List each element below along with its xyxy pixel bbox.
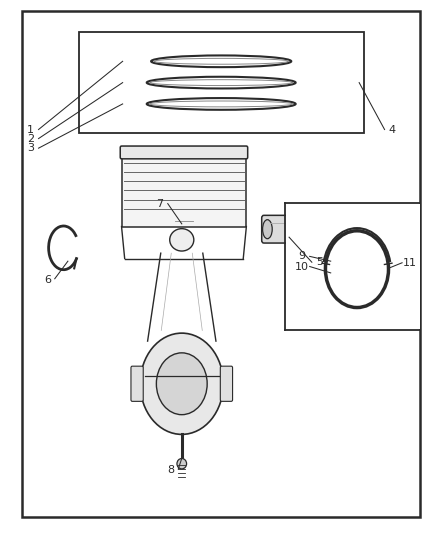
Text: 2: 2 — [27, 134, 34, 143]
FancyBboxPatch shape — [131, 366, 143, 401]
Bar — [79, 32, 364, 133]
Text: 5: 5 — [316, 257, 323, 267]
Ellipse shape — [170, 229, 194, 251]
Text: 7: 7 — [156, 199, 163, 208]
Ellipse shape — [177, 458, 187, 469]
FancyBboxPatch shape — [262, 215, 312, 243]
Text: 9: 9 — [299, 252, 306, 261]
Text: 10: 10 — [295, 262, 309, 271]
Text: 11: 11 — [403, 258, 417, 268]
Text: 8: 8 — [167, 465, 174, 475]
Text: 4: 4 — [389, 125, 396, 134]
Text: 1: 1 — [27, 125, 34, 134]
Ellipse shape — [263, 220, 272, 239]
Text: 3: 3 — [27, 143, 34, 153]
Circle shape — [140, 333, 223, 434]
Bar — [286, 204, 420, 329]
Text: 6: 6 — [44, 275, 51, 285]
FancyBboxPatch shape — [220, 366, 233, 401]
FancyBboxPatch shape — [120, 146, 247, 159]
Circle shape — [156, 353, 207, 415]
Bar — [121, 152, 246, 227]
